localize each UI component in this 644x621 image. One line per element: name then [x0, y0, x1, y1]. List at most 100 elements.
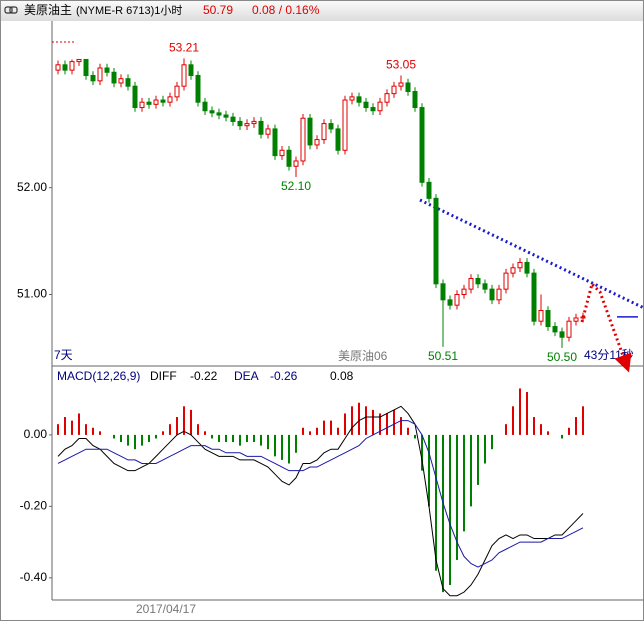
candle-body: [363, 101, 369, 109]
candle-body: [419, 107, 425, 183]
macd-bar: [232, 434, 234, 443]
header-title: 美原油主: [24, 3, 72, 17]
macd-bar: [414, 434, 416, 439]
dea-name: DEA: [234, 369, 259, 383]
candle-body: [125, 78, 131, 87]
macd-bar: [505, 424, 507, 435]
macd-bar: [183, 406, 185, 435]
macd-bar: [246, 434, 248, 443]
candle-body: [447, 299, 453, 306]
header-price: 50.79: [203, 3, 233, 17]
candle-body: [146, 101, 152, 105]
candle-body: [503, 272, 509, 290]
candle-body: [209, 110, 215, 114]
candle-body: [433, 197, 439, 285]
candle-body: [538, 310, 544, 322]
x-tick-label: 2017/04/17: [136, 602, 196, 616]
header-change: 0.08 / 0.16%: [252, 3, 320, 17]
macd-bar: [113, 434, 115, 439]
candle-body: [405, 82, 411, 93]
macd-bar: [386, 413, 388, 435]
annotation: 53.05: [386, 58, 416, 72]
candle-body: [580, 316, 586, 319]
candle-body: [328, 123, 334, 130]
candle-body: [391, 85, 397, 95]
candle-body: [62, 64, 68, 71]
candle-body: [202, 101, 208, 112]
macd-bar: [260, 434, 262, 446]
candle-body: [55, 64, 61, 71]
candle-body: [426, 181, 432, 199]
candle-body: [552, 326, 558, 333]
candle-body: [139, 101, 145, 109]
macd-bar: [64, 417, 66, 435]
candle-body: [468, 277, 474, 290]
macd-bar: [526, 392, 528, 435]
macd-line: [57, 420, 584, 568]
candle-body: [216, 112, 222, 116]
candle-body: [174, 85, 180, 98]
macd-bar: [99, 431, 101, 435]
trend-line: [419, 198, 644, 310]
macd-bar: [330, 420, 332, 435]
macd-bar: [379, 413, 381, 435]
macd-bar: [470, 434, 472, 507]
macd-bar: [449, 434, 451, 585]
y-tick-label: 0.00: [24, 427, 48, 441]
candle-body: [335, 128, 341, 151]
macd-bar: [148, 434, 150, 443]
candle-body: [384, 93, 390, 103]
macd-bar: [169, 424, 171, 435]
macd-line: [57, 405, 584, 597]
candle-body: [545, 310, 551, 328]
macd-bar: [211, 434, 213, 439]
macd-bar: [204, 431, 206, 435]
macd-bar: [393, 409, 395, 435]
macd-bar: [120, 434, 122, 443]
macd-bar: [442, 434, 444, 593]
candle-body: [307, 117, 313, 146]
macd-bar: [421, 434, 423, 471]
y-tick-label: 51.00: [17, 287, 47, 301]
candle-body: [195, 74, 201, 103]
candle-body: [111, 71, 117, 84]
annotation: 52.10: [281, 179, 311, 193]
candle-body: [496, 288, 502, 301]
y-tick-label: -0.20: [20, 499, 48, 513]
macd-value: 0.08: [330, 369, 354, 383]
candle-body: [230, 116, 236, 122]
macd-bar: [155, 434, 157, 439]
candle-body: [461, 288, 467, 295]
macd-bar: [85, 424, 87, 435]
symbol-label: 美原油06: [338, 349, 388, 363]
candle-body: [370, 107, 376, 112]
candle-body: [377, 101, 383, 112]
header-icon: [4, 6, 18, 14]
candle-body: [531, 272, 537, 322]
annotation: 53.21: [169, 41, 199, 55]
candle-body: [153, 99, 159, 105]
candle-body: [90, 74, 96, 82]
candle-body: [559, 331, 565, 338]
macd-title: MACD(12,26,9): [57, 369, 140, 383]
macd-bar: [582, 406, 584, 435]
header-code: (NYME-R 6713)1小时: [76, 4, 182, 17]
header-bar: [1, 1, 643, 21]
candle-body: [76, 58, 82, 63]
candle-body: [132, 85, 138, 109]
macd-bar: [92, 427, 94, 435]
diff-value: -0.22: [190, 369, 218, 383]
candle-body: [118, 78, 124, 84]
candle-body: [524, 261, 530, 274]
candle-body: [475, 277, 481, 285]
y-tick-label: -0.40: [20, 570, 48, 584]
macd-bar: [253, 434, 255, 443]
macd-bar: [477, 434, 479, 485]
macd-bar: [491, 434, 493, 450]
candle-body: [97, 67, 103, 82]
macd-bar: [78, 413, 80, 435]
macd-bar: [309, 431, 311, 435]
macd-bar: [267, 434, 269, 450]
candle-body: [160, 99, 166, 103]
